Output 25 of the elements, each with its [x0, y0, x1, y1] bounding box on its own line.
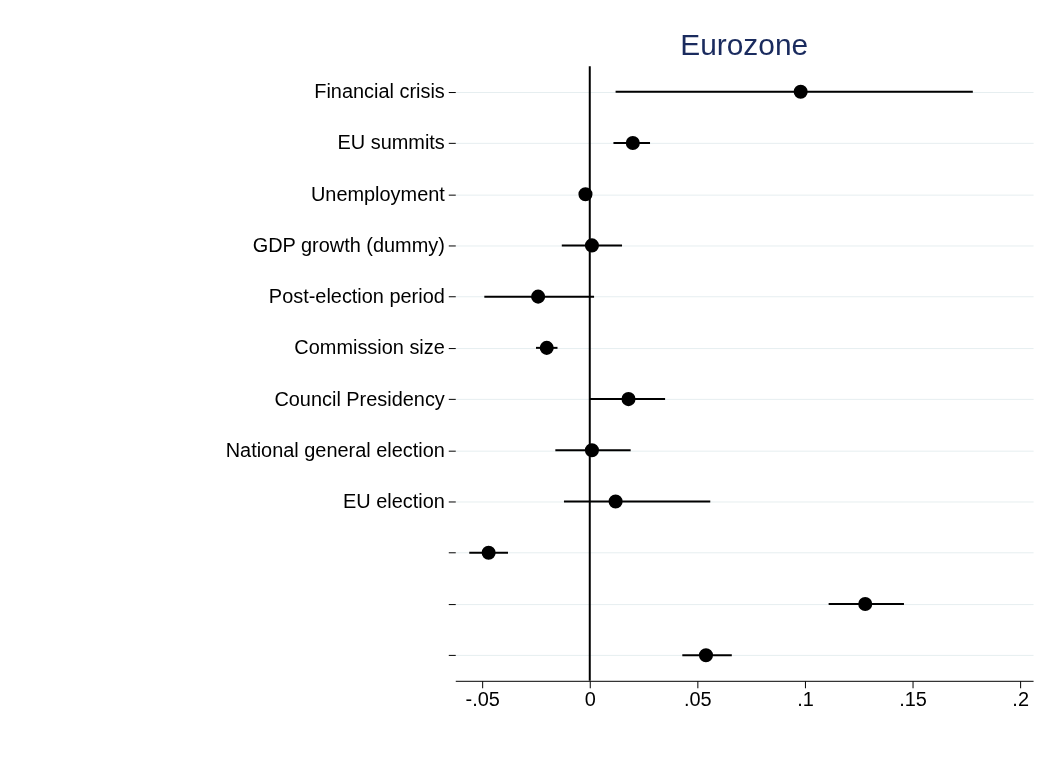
y-tick-label: Council Presidency	[274, 387, 445, 410]
point	[858, 596, 873, 611]
x-tick-label: .2	[1012, 688, 1029, 711]
y-tick-label: EU summits	[337, 131, 445, 154]
x-tick-label: .15	[899, 688, 927, 711]
y-tick-label: EU election	[343, 490, 445, 512]
y-tick-label: National general election	[225, 438, 445, 461]
x-tick-label: .05	[684, 688, 712, 711]
x-tick-label: .1	[797, 688, 814, 711]
point	[625, 135, 640, 150]
point	[481, 545, 496, 560]
point	[621, 392, 636, 407]
x-tick-label: 0	[584, 688, 596, 711]
y-tick-label: GDP growth (dummy)	[252, 233, 445, 256]
point	[531, 289, 546, 304]
point	[608, 494, 623, 509]
chart-title: Eurozone	[680, 28, 809, 62]
point	[698, 648, 714, 663]
y-tick-label: Unemployment	[310, 182, 446, 205]
y-tick-label: Commission size	[294, 336, 445, 359]
y-tick-label: Post-election period	[268, 285, 445, 308]
y-tick-label: Financial crisis	[314, 80, 445, 103]
point	[793, 84, 808, 99]
x-tick-label: -.05	[465, 688, 500, 711]
point	[539, 340, 554, 355]
